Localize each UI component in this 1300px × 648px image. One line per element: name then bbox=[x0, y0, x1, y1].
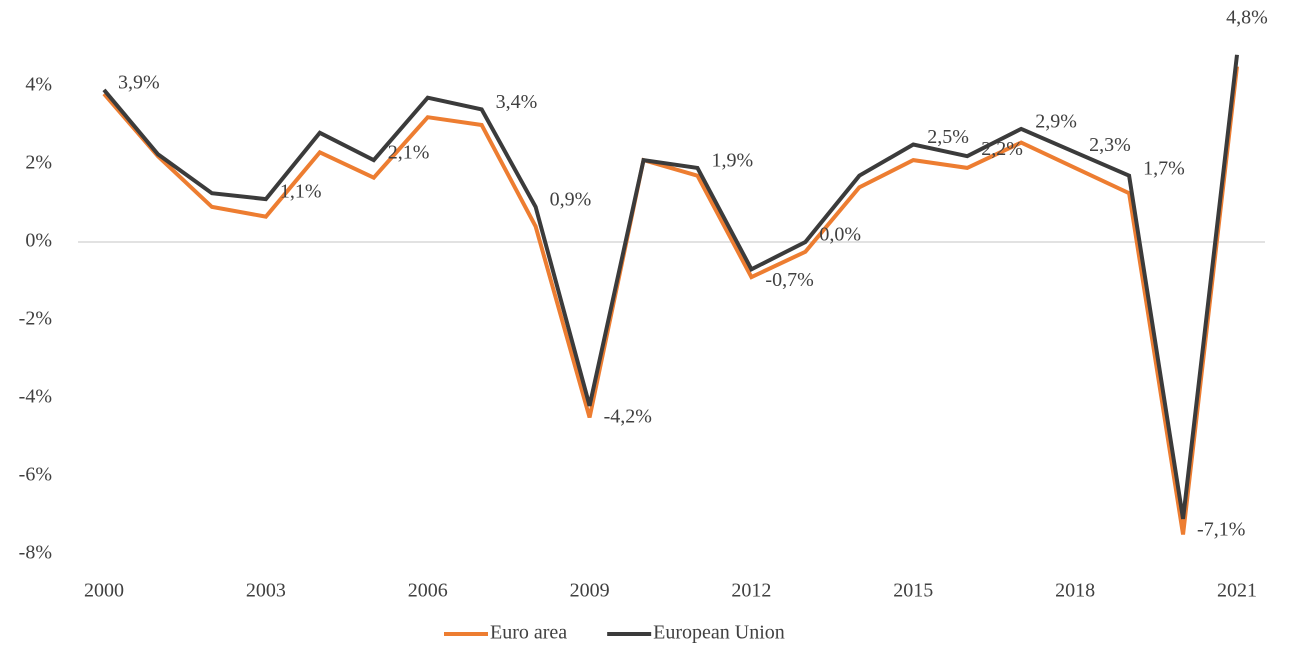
x-tick-label: 2021 bbox=[1217, 580, 1257, 602]
data-label: 2,1% bbox=[388, 142, 430, 164]
legend-label: Euro area bbox=[490, 622, 567, 644]
data-label: 1,1% bbox=[280, 181, 322, 203]
data-label: 4,8% bbox=[1226, 6, 1268, 28]
x-tick-label: 2000 bbox=[84, 580, 124, 602]
x-tick-label: 2018 bbox=[1055, 580, 1095, 602]
line-series bbox=[102, 66, 1239, 535]
y-tick-label: -8% bbox=[19, 542, 52, 564]
y-tick-label: -6% bbox=[19, 464, 52, 486]
y-tick-label: 2% bbox=[25, 152, 52, 174]
data-label: -4,2% bbox=[604, 405, 652, 427]
data-label: 2,3% bbox=[1089, 134, 1131, 156]
line-series bbox=[102, 54, 1239, 520]
data-label: 1,9% bbox=[711, 149, 753, 171]
data-label: -7,1% bbox=[1197, 518, 1245, 540]
data-label: 1,7% bbox=[1143, 157, 1185, 179]
y-tick-label: 4% bbox=[25, 74, 52, 96]
x-tick-label: 2003 bbox=[246, 580, 286, 602]
data-label: 2,9% bbox=[1035, 110, 1077, 132]
data-label: 0,0% bbox=[819, 224, 861, 246]
y-tick-label: -4% bbox=[19, 386, 52, 408]
x-tick-label: 2012 bbox=[731, 580, 771, 602]
data-label: 2,5% bbox=[927, 126, 969, 148]
legend-label: European Union bbox=[653, 622, 785, 644]
data-label: 3,9% bbox=[118, 71, 160, 93]
x-tick-label: 2015 bbox=[893, 580, 933, 602]
y-tick-label: -2% bbox=[19, 308, 52, 330]
data-label: 0,9% bbox=[550, 188, 592, 210]
x-tick-label: 2009 bbox=[570, 580, 610, 602]
data-label: 3,4% bbox=[496, 91, 538, 113]
data-label: -0,7% bbox=[765, 269, 813, 291]
data-label: 2,2% bbox=[981, 138, 1023, 160]
x-tick-label: 2006 bbox=[408, 580, 448, 602]
y-tick-label: 0% bbox=[25, 230, 52, 252]
